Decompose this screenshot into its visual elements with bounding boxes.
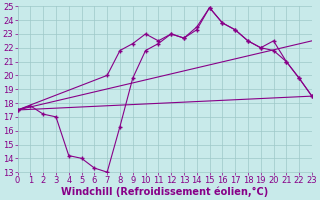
X-axis label: Windchill (Refroidissement éolien,°C): Windchill (Refroidissement éolien,°C): [61, 187, 268, 197]
